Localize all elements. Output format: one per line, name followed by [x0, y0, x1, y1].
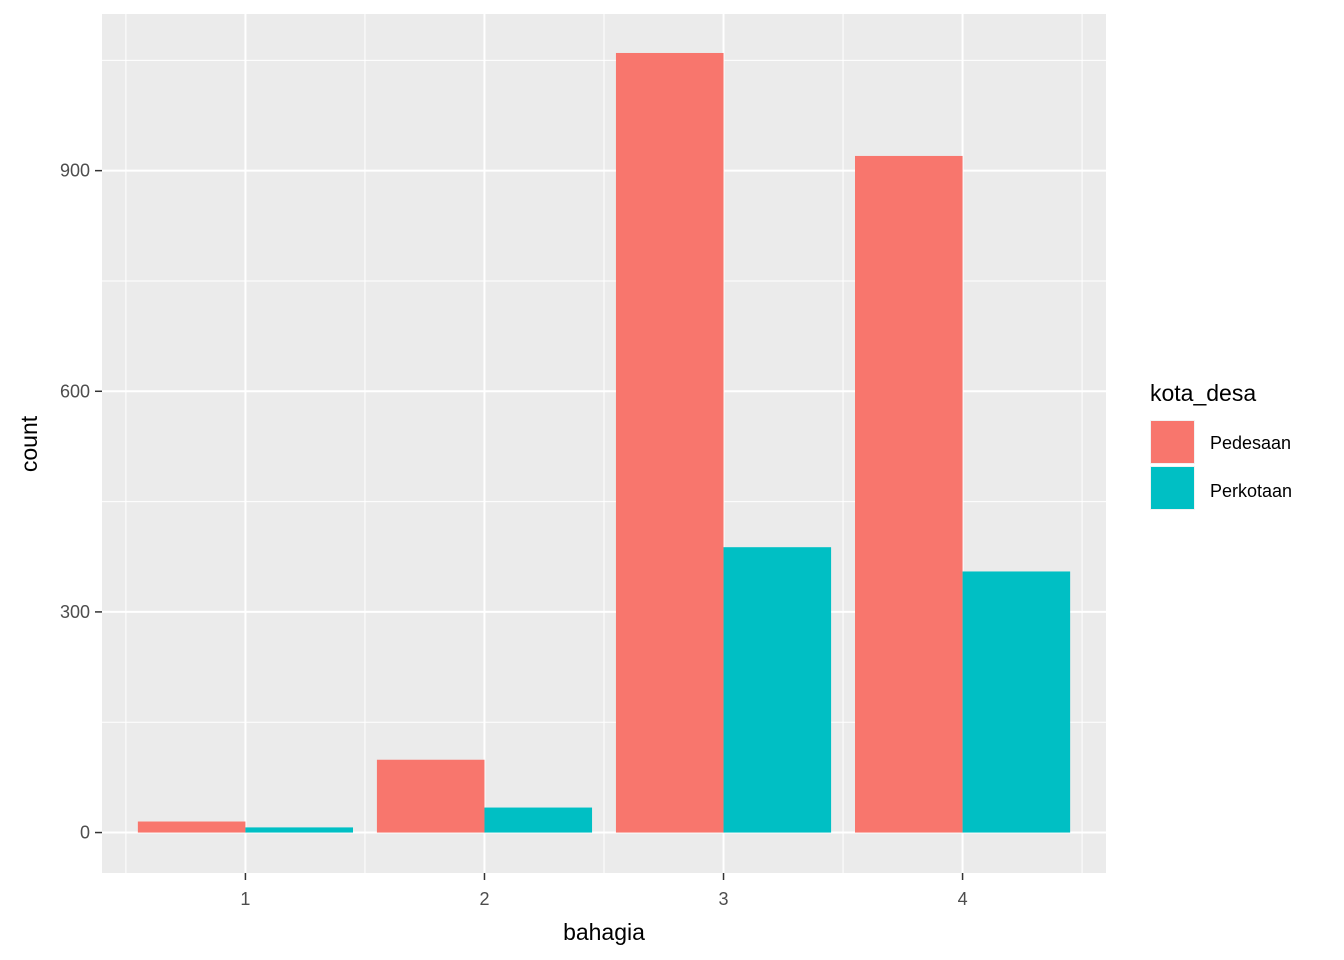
- legend: kota_desa Pedesaan Perkotaan: [1150, 380, 1292, 510]
- legend-label-perkotaan: Perkotaan: [1210, 481, 1292, 501]
- bar-pedesaan-4: [855, 155, 963, 833]
- minor-gridlines: [102, 14, 1106, 873]
- legend-label-pedesaan: Pedesaan: [1210, 433, 1291, 453]
- x-axis-title: bahagia: [563, 919, 645, 945]
- bar-perkotaan-1: [245, 827, 353, 833]
- y-axis: 0 300 600 900: [60, 161, 102, 843]
- y-tick-label: 900: [60, 161, 90, 181]
- x-tick-label: 2: [479, 889, 489, 909]
- bars: [137, 52, 1071, 833]
- legend-item-perkotaan: Perkotaan: [1150, 466, 1292, 510]
- bar-pedesaan-1: [137, 821, 246, 833]
- y-tick-label: 300: [60, 602, 90, 622]
- bar-perkotaan-3: [723, 547, 832, 833]
- legend-swatch-perkotaan: [1151, 467, 1194, 509]
- legend-swatch-pedesaan: [1151, 421, 1194, 463]
- legend-title: kota_desa: [1150, 380, 1256, 406]
- bar-perkotaan-2: [484, 807, 593, 833]
- x-tick-label: 3: [719, 889, 729, 909]
- x-tick-label: 4: [958, 889, 968, 909]
- legend-item-pedesaan: Pedesaan: [1150, 420, 1291, 464]
- y-tick-label: 600: [60, 381, 90, 401]
- bar-pedesaan-2: [376, 759, 485, 833]
- x-tick-label: 1: [240, 889, 250, 909]
- bar-perkotaan-4: [962, 571, 1071, 833]
- y-axis-title: count: [16, 415, 42, 472]
- y-tick-label: 0: [80, 823, 90, 843]
- bar-pedesaan-3: [615, 52, 724, 833]
- x-axis: 1 2 3 4: [240, 873, 968, 909]
